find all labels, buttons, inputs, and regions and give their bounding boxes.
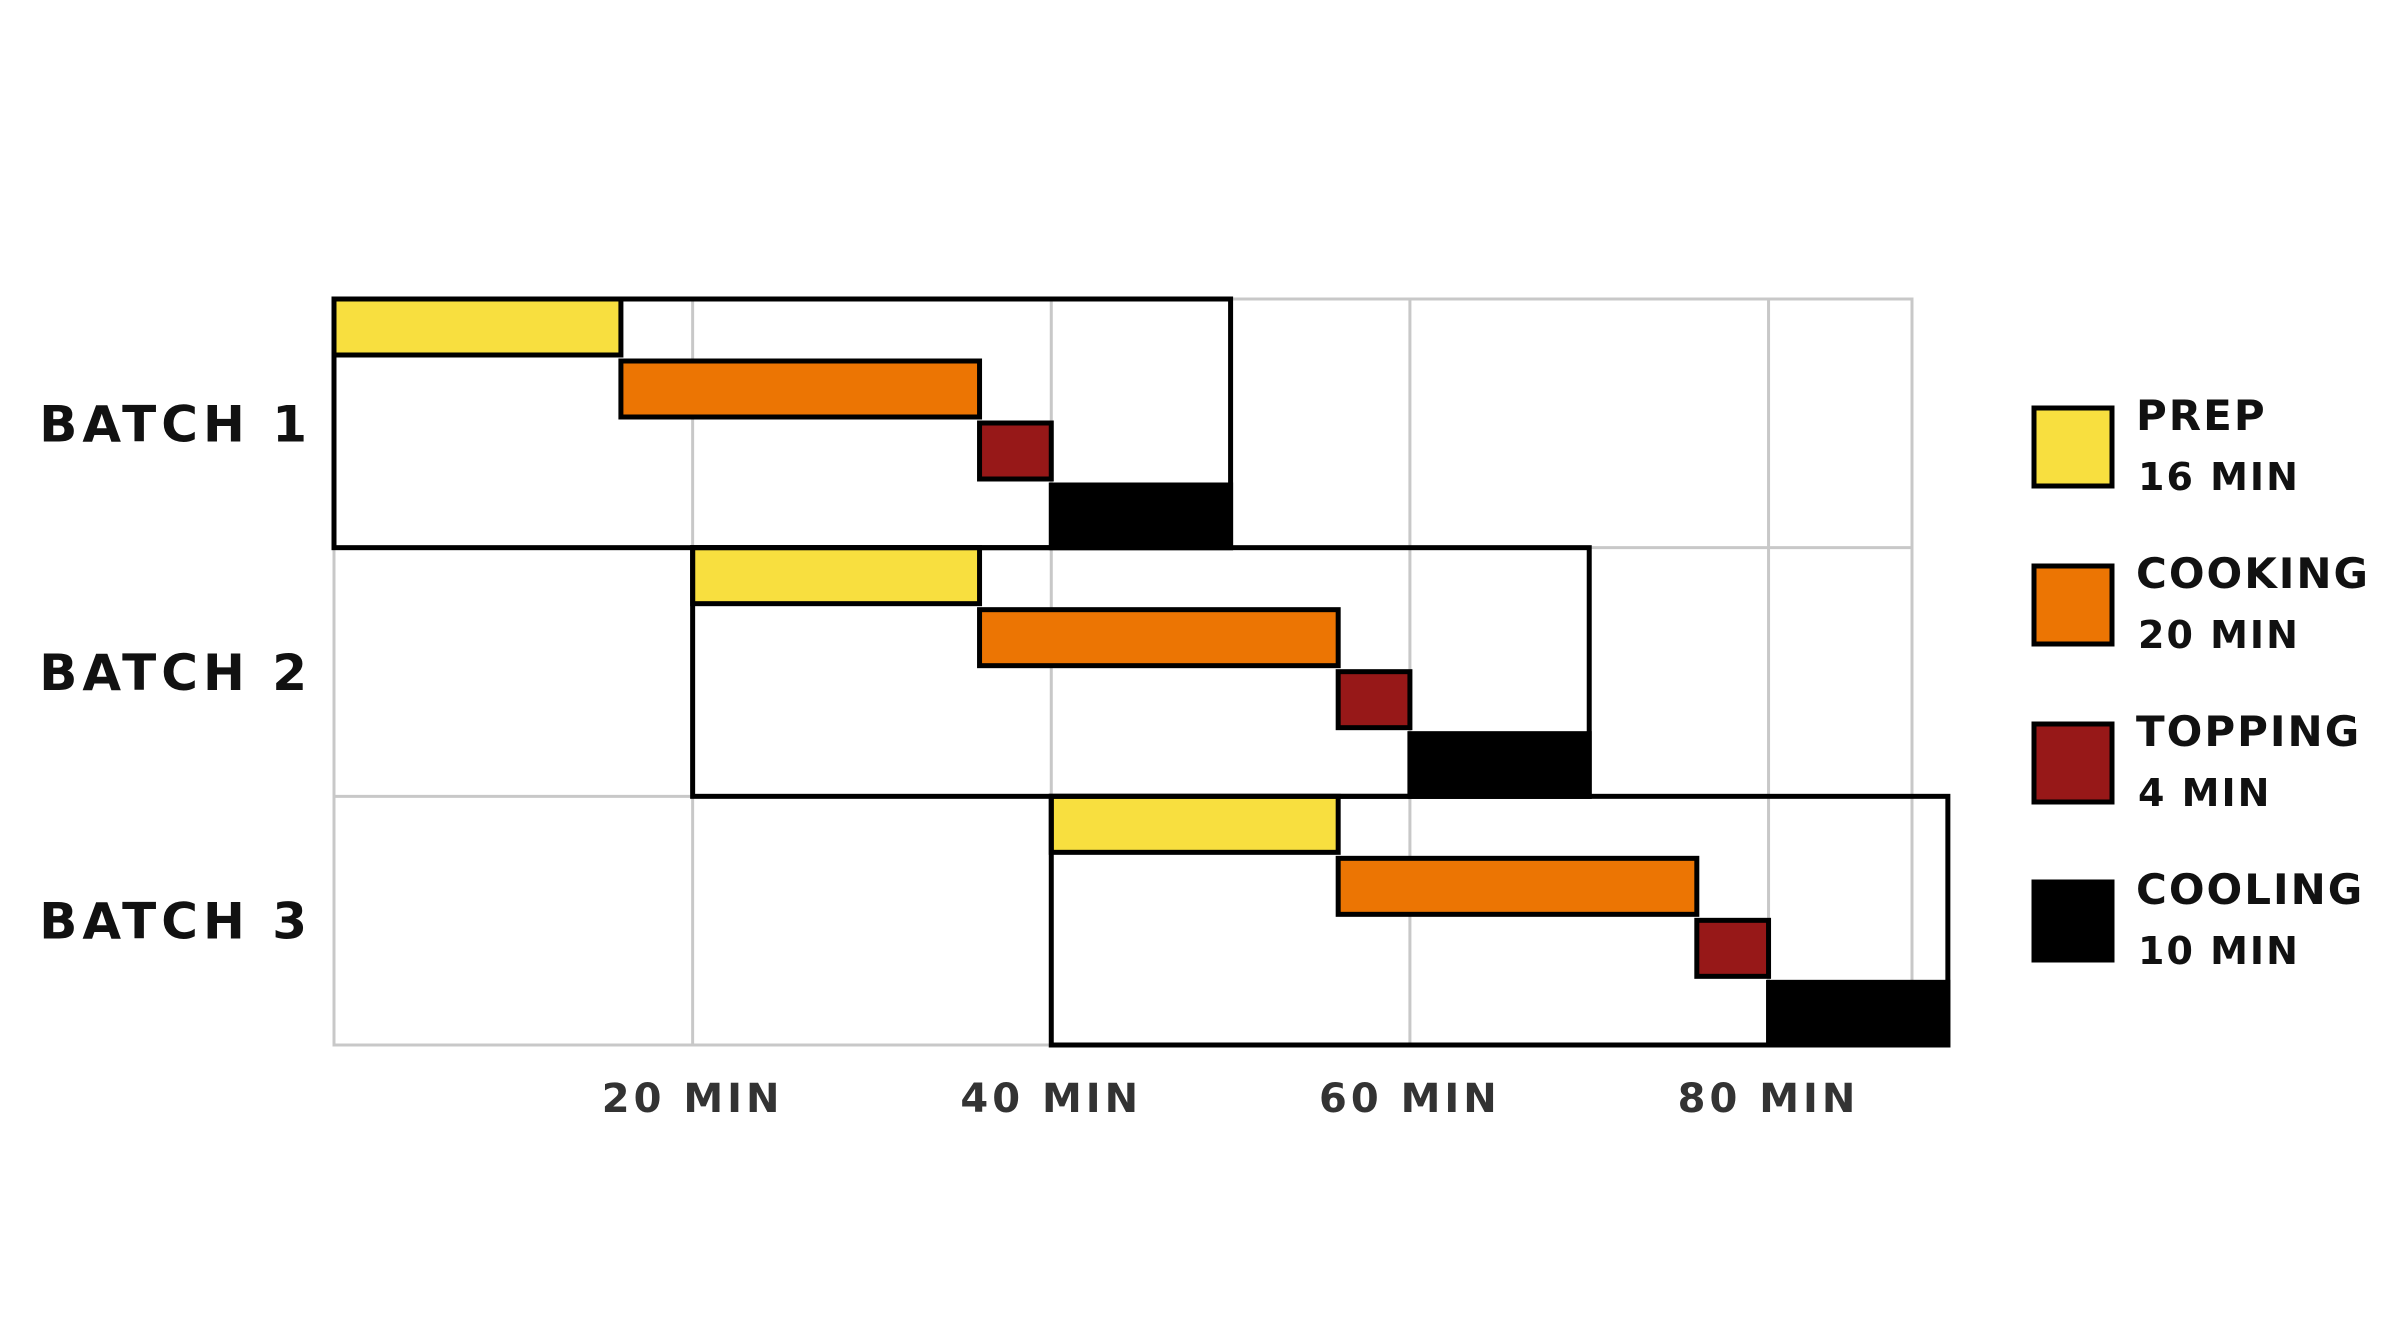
legend-label: COOLING [2136, 865, 2364, 914]
bar-topping [1335, 669, 1413, 731]
x-axis-ticks: 20 MIN 40 MIN 60 MIN 80 MIN [602, 1076, 1860, 1122]
bar-topping [1694, 917, 1772, 979]
legend-swatch [2031, 879, 2115, 963]
legend-label: TOPPING [2136, 707, 2361, 756]
legend-swatch [2031, 563, 2115, 647]
bar-cooling [1048, 482, 1234, 551]
legend-item-prep: PREP 16 MIN [2031, 391, 2300, 499]
legend-item-cooling: COOLING 10 MIN [2031, 865, 2364, 973]
x-tick-label: 40 MIN [960, 1076, 1142, 1122]
legend-item-cooking: COOKING 20 MIN [2031, 549, 2370, 657]
bar-topping [977, 420, 1054, 482]
legend-swatch [2031, 405, 2115, 489]
batch-group: BATCH 1 [39, 296, 1234, 551]
batch-label: BATCH 2 [39, 644, 312, 702]
batch-label: BATCH 3 [39, 893, 312, 951]
legend: PREP 16 MIN COOKING 20 MIN TOPPING 4 MIN COOLI… [2031, 391, 2370, 973]
batch-label: BATCH 1 [39, 395, 312, 453]
legend-item-topping: TOPPING 4 MIN [2031, 707, 2361, 815]
legend-duration: 4 MIN [2138, 771, 2271, 815]
bar-cooling [1407, 731, 1592, 799]
plot-frame [332, 297, 1914, 1047]
bar-cooling [1766, 979, 1951, 1048]
bar-prep [1048, 793, 1341, 855]
x-tick-label: 60 MIN [1319, 1076, 1501, 1122]
bar-cooking [1335, 855, 1700, 917]
legend-swatch [2031, 721, 2115, 805]
legend-duration: 20 MIN [2138, 613, 2300, 657]
batches: BATCH 1 BATCH 2 BATCH 3 [39, 296, 1951, 1048]
batch-outline [1048, 793, 1951, 1048]
bar-cooking [977, 607, 1341, 669]
batch-group: BATCH 3 [39, 793, 1951, 1048]
legend-label: COOKING [2136, 549, 2370, 598]
bar-cooking [618, 358, 983, 420]
legend-label: PREP [2136, 391, 2267, 440]
bar-prep [331, 296, 624, 358]
grid [332, 297, 1914, 1047]
x-tick-label: 80 MIN [1678, 1076, 1860, 1122]
legend-duration: 16 MIN [2138, 455, 2300, 499]
bar-prep [690, 545, 983, 607]
x-tick-label: 20 MIN [602, 1076, 784, 1122]
batch-group: BATCH 2 [39, 545, 1592, 799]
legend-duration: 10 MIN [2138, 929, 2300, 973]
